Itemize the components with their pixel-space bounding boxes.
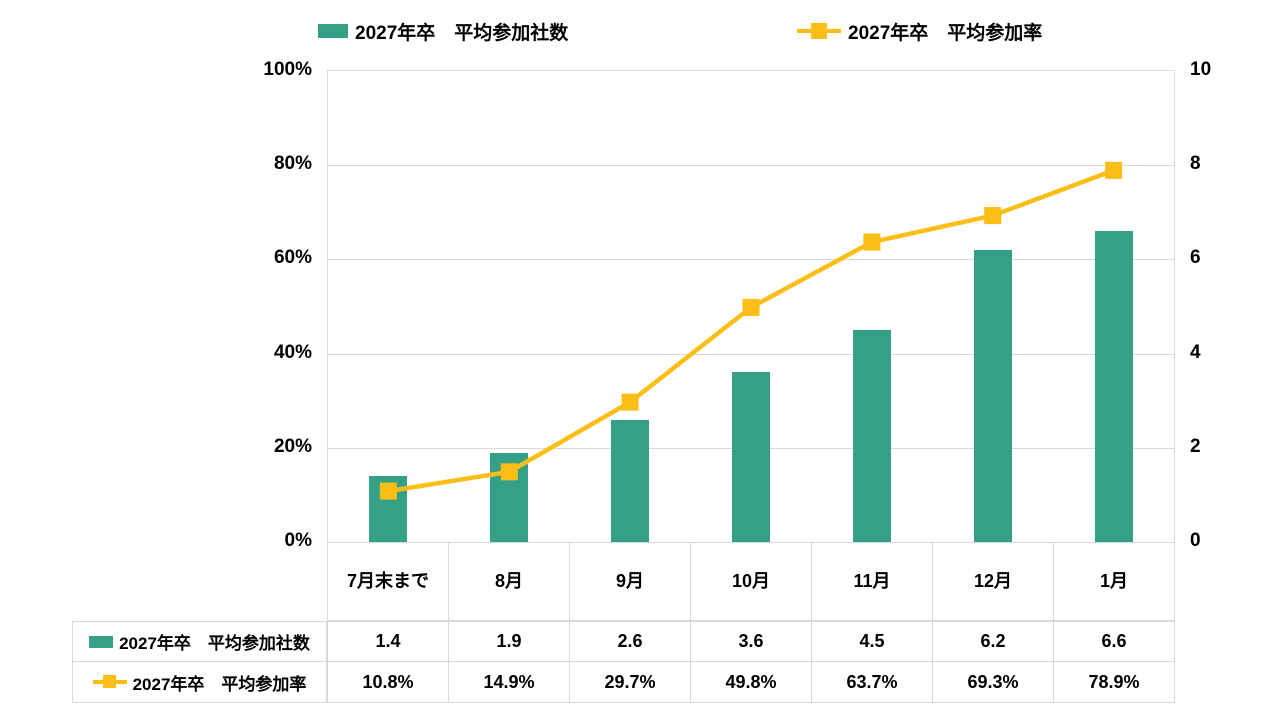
legend-item-line-series: 2027年卒 平均参加率 xyxy=(797,18,1042,44)
table-row-companies: 1.4 1.9 2.6 3.6 4.5 6.2 6.6 xyxy=(328,621,1175,662)
right-axis-tick: 4 xyxy=(1190,341,1201,363)
left-axis-tick: 60% xyxy=(273,247,312,269)
right-axis-tick: 6 xyxy=(1190,247,1201,269)
category-cell: 9月 xyxy=(570,543,691,620)
table-values: 1.4 1.9 2.6 3.6 4.5 6.2 6.6 10.8% 14.9% 29.7% 49.8… xyxy=(327,621,1175,703)
value-cell: 63.7% xyxy=(812,662,933,703)
bar xyxy=(973,249,1012,542)
value-cell: 2.6 xyxy=(570,621,691,662)
gridline xyxy=(328,259,1174,261)
value-cell: 29.7% xyxy=(570,662,691,703)
legend-line-label: 2027年卒 平均参加率 xyxy=(848,22,1043,44)
gridline xyxy=(328,165,1174,167)
category-label: 1月 xyxy=(1099,571,1128,591)
value-cell: 6.6 xyxy=(1054,621,1175,662)
bar xyxy=(611,419,650,542)
value-cell: 69.3% xyxy=(933,662,1054,703)
row-label: 2027年卒 平均参加社数 xyxy=(119,634,310,653)
line-marker xyxy=(621,393,639,411)
category-cell: 8月 xyxy=(449,543,570,620)
category-label: 7月末まで xyxy=(346,571,429,591)
category-label: 8月 xyxy=(494,571,523,591)
value-cell: 49.8% xyxy=(691,662,812,703)
right-axis-tick: 10 xyxy=(1190,59,1212,80)
line-path xyxy=(388,168,1115,494)
value-cell: 78.9% xyxy=(1054,662,1175,703)
value-cell: 3.6 xyxy=(691,621,812,662)
table-row-rate: 10.8% 14.9% 29.7% 49.8% 63.7% 69.3% 78.9% xyxy=(328,662,1175,703)
line-marker xyxy=(863,233,881,251)
right-axis-tick: 8 xyxy=(1190,153,1201,175)
table-row-label-rate: 2027年卒 平均参加率 xyxy=(73,662,326,702)
category-cell: 11月 xyxy=(812,543,933,620)
category-label: 11月 xyxy=(853,571,891,591)
category-row: 7月末まで 8月 9月 10月 11月 12月 1月 xyxy=(327,543,1175,621)
category-cell: 12月 xyxy=(933,543,1054,620)
right-axis-tick: 0 xyxy=(1190,530,1201,551)
table-header-column: 2027年卒 平均参加社数 2027年卒 平均参加率 xyxy=(72,621,327,703)
value-cell: 1.4 xyxy=(328,621,449,662)
left-axis-tick: 100% xyxy=(263,59,312,80)
line-marker xyxy=(1105,161,1123,179)
category-cell: 7月末まで xyxy=(328,543,449,620)
bar-series-swatch-icon xyxy=(318,24,348,38)
left-axis-tick: 0% xyxy=(284,530,312,551)
value-cell: 10.8% xyxy=(328,662,449,703)
line-series-marker-icon xyxy=(92,675,127,689)
category-cell: 1月 xyxy=(1054,543,1175,620)
legend-item-bar-series: 2027年卒 平均参加社数 xyxy=(318,18,568,44)
bar xyxy=(732,372,770,542)
category-cell: 10月 xyxy=(691,543,812,620)
bar-series-swatch-icon xyxy=(89,635,114,648)
category-label: 12月 xyxy=(973,571,1013,591)
bar xyxy=(1094,231,1133,542)
category-label: 9月 xyxy=(615,571,644,591)
line-marker xyxy=(742,298,760,316)
table-row-label-companies: 2027年卒 平均参加社数 xyxy=(73,622,326,662)
gridline xyxy=(328,353,1174,355)
legend-bar-label: 2027年卒 平均参加社数 xyxy=(355,22,569,44)
left-axis-tick: 40% xyxy=(273,341,312,363)
value-cell: 4.5 xyxy=(812,621,933,662)
right-axis-tick: 2 xyxy=(1190,435,1201,457)
left-axis-tick: 20% xyxy=(273,435,312,457)
value-cell: 1.9 xyxy=(449,621,570,662)
plot-area xyxy=(327,70,1175,543)
category-label: 10月 xyxy=(731,571,771,591)
line-series xyxy=(379,161,1123,500)
line-series-marker-icon xyxy=(797,22,841,40)
line-marker xyxy=(984,207,1002,225)
row-label: 2027年卒 平均参加率 xyxy=(132,674,307,694)
left-axis-tick: 80% xyxy=(273,153,312,175)
value-cell: 14.9% xyxy=(449,662,570,703)
line-marker xyxy=(500,463,518,481)
left-axis: 100% 80% 60% 40% 20% 0% xyxy=(222,59,312,551)
bar xyxy=(852,330,891,542)
right-axis: 10 8 6 4 2 0 xyxy=(1190,59,1250,551)
line-marker xyxy=(379,482,397,500)
value-cell: 6.2 xyxy=(933,621,1054,662)
